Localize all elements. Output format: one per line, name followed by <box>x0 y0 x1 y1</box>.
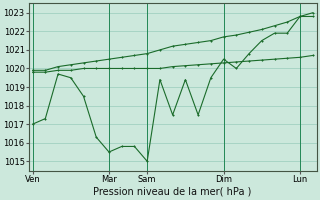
X-axis label: Pression niveau de la mer( hPa ): Pression niveau de la mer( hPa ) <box>93 187 252 197</box>
